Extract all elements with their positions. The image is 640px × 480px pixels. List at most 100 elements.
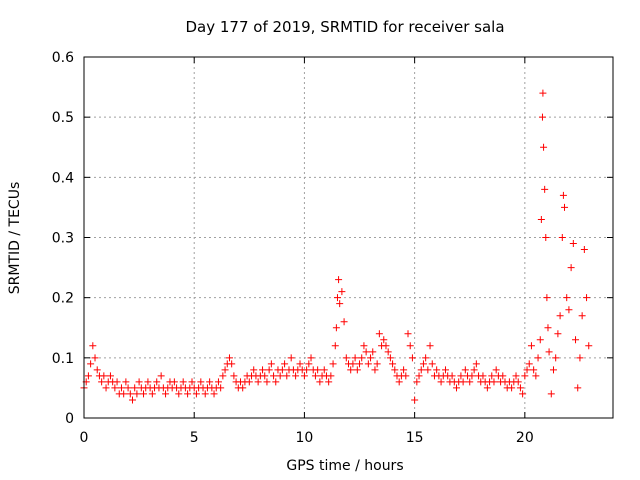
data-point (549, 366, 557, 374)
data-point (353, 366, 361, 374)
data-point (320, 366, 328, 374)
data-point (250, 366, 258, 374)
data-point (585, 342, 593, 350)
data-point (583, 294, 591, 302)
chart-title: Day 177 of 2019, SRMTID for receiver sal… (185, 18, 504, 36)
data-point (556, 312, 564, 320)
data-point (184, 390, 192, 398)
data-point (521, 372, 529, 380)
data-point (230, 372, 238, 380)
data-point (391, 366, 399, 374)
data-point (578, 312, 586, 320)
data-point (261, 372, 269, 380)
data-point (499, 372, 507, 380)
data-point (395, 378, 403, 386)
data-point (530, 366, 538, 374)
data-point (367, 354, 375, 362)
data-point (419, 360, 427, 368)
data-point (122, 378, 130, 386)
data-point (217, 384, 225, 392)
data-point (206, 378, 214, 386)
data-point (135, 378, 143, 386)
data-point (228, 360, 236, 368)
data-point (362, 348, 370, 356)
data-point (483, 384, 491, 392)
data-point (542, 234, 550, 241)
data-point (292, 372, 300, 380)
data-point (325, 378, 333, 386)
data-point (140, 390, 148, 398)
data-point (413, 378, 421, 386)
data-point (468, 372, 476, 380)
data-point (332, 324, 340, 332)
data-point (219, 372, 227, 380)
data-point (417, 366, 425, 374)
data-point (567, 264, 575, 272)
data-point (91, 354, 99, 362)
data-point (369, 348, 377, 356)
y-tick-label: 0.2 (52, 291, 74, 307)
data-point (538, 113, 546, 121)
data-point (437, 378, 445, 386)
data-point (333, 294, 341, 302)
data-point (305, 360, 313, 368)
data-point (263, 378, 271, 386)
data-point (527, 342, 535, 350)
data-point (327, 372, 335, 380)
y-tick-label: 0 (65, 411, 74, 427)
data-point (144, 378, 152, 386)
x-axis-ticks: 0 5 10 15 20 (80, 57, 534, 446)
data-point (197, 378, 205, 386)
data-point (400, 366, 408, 374)
data-point (408, 354, 416, 362)
data-point (426, 342, 434, 350)
data-point (98, 378, 106, 386)
data-point (532, 372, 540, 380)
data-point (441, 366, 449, 374)
data-point (214, 378, 222, 386)
data-point (382, 342, 390, 350)
data-point (565, 306, 573, 314)
data-point (87, 360, 95, 368)
data-point (539, 89, 547, 97)
data-point (340, 318, 348, 326)
data-point (389, 360, 397, 368)
data-point (428, 360, 436, 368)
data-point (516, 384, 524, 392)
data-point (272, 378, 280, 386)
data-point (580, 246, 588, 254)
data-point (192, 390, 200, 398)
data-point (162, 390, 170, 398)
data-point (404, 330, 412, 338)
data-point (314, 366, 322, 374)
data-point (360, 342, 368, 350)
data-point (523, 366, 531, 374)
data-point (270, 372, 278, 380)
data-point (245, 378, 253, 386)
data-point (402, 372, 410, 380)
data-point (300, 372, 308, 380)
data-point (415, 372, 423, 380)
data-point (576, 354, 584, 362)
data-point (540, 143, 548, 151)
data-point (373, 360, 381, 368)
data-point (102, 384, 110, 392)
data-point (276, 372, 284, 380)
data-point (188, 378, 196, 386)
data-point (537, 215, 545, 223)
data-point (380, 336, 388, 344)
data-point (459, 378, 467, 386)
data-point (492, 366, 500, 374)
data-point (157, 372, 165, 380)
data-point (124, 384, 132, 392)
data-point (461, 366, 469, 374)
data-point (349, 360, 357, 368)
data-point (457, 372, 465, 380)
data-point (514, 378, 522, 386)
data-point (479, 372, 487, 380)
data-point (296, 360, 304, 368)
data-point (179, 378, 187, 386)
data-point (128, 396, 136, 404)
x-tick-label: 10 (296, 430, 314, 446)
data-point (201, 390, 209, 398)
